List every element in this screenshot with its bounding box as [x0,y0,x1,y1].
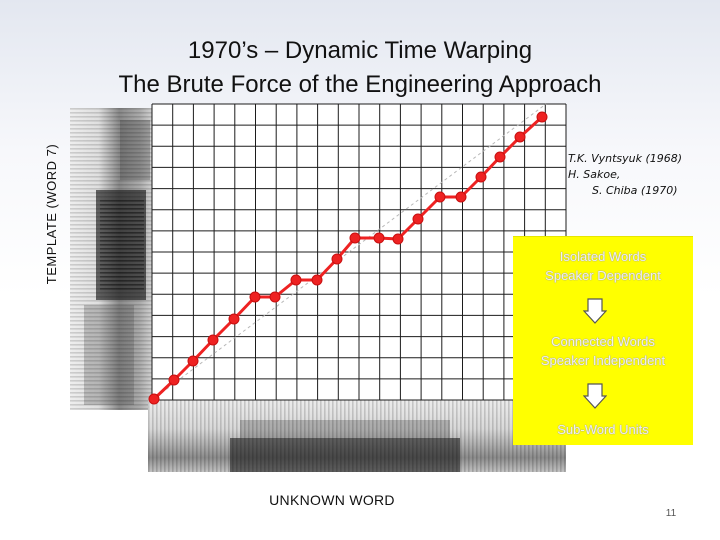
alignment-grid [151,103,567,401]
template-spectrogram [70,108,152,410]
warping-path-point [269,291,281,303]
warping-path-point [494,151,506,163]
warping-path-point [207,334,219,346]
speaker-independent-label: Speaker Independent [540,353,666,368]
warping-path-point [412,213,424,225]
citation-line-3: S. Chiba (1970) [592,184,678,197]
citation-line-1: T.K. Vyntsyuk (1968) [568,152,683,165]
title-line-2: The Brute Force of the Engineering Appro… [118,71,602,98]
warping-path-point [392,233,404,245]
warping-path-point [349,232,361,244]
warping-path-point [373,232,385,244]
warping-path-point [331,253,343,265]
speaker-dependent-label: Speaker Dependent [545,268,661,283]
warping-path-point [475,171,487,183]
warping-path-point [290,274,302,286]
warping-path-point [514,131,526,143]
warping-path-point [148,393,160,405]
warping-path-point [249,291,261,303]
diagonal-reference-line [151,103,547,401]
unknown-spectrogram [148,400,566,472]
sub-word-units-label: Sub-Word Units [557,422,649,437]
warping-path-point [311,274,323,286]
isolated-words-item: Isolated Words Speaker Dependent [513,247,693,285]
warping-path-point [228,313,240,325]
citation: T.K. Vyntsyuk (1968) H. Sakoe, S. Chiba … [568,151,688,199]
warping-path-point [168,374,180,386]
connected-words-item: Connected Words Speaker Independent [513,332,693,370]
y-axis-label: TEMPLATE (WORD 7) [44,143,59,285]
down-arrow-icon [583,383,607,409]
x-axis-label: UNKNOWN WORD [269,492,395,508]
warping-path-point [434,191,446,203]
citation-line-2: H. Sakoe, [568,168,621,181]
warping-path-point [536,111,548,123]
isolated-words-label: Isolated Words [559,249,647,264]
sub-word-units-item: Sub-Word Units [513,420,693,439]
slide-title: 1970’s – Dynamic Time Warping The Brute … [0,34,720,102]
title-line-1: 1970’s – Dynamic Time Warping [187,37,533,64]
page-number: 11 [665,508,677,519]
warping-path [148,111,548,405]
down-arrow-icon [583,298,607,324]
connected-words-label: Connected Words [551,334,655,349]
warping-path-point [187,355,199,367]
progression-box: Isolated Words Speaker Dependent Connect… [513,236,693,445]
warping-path-point [455,191,467,203]
